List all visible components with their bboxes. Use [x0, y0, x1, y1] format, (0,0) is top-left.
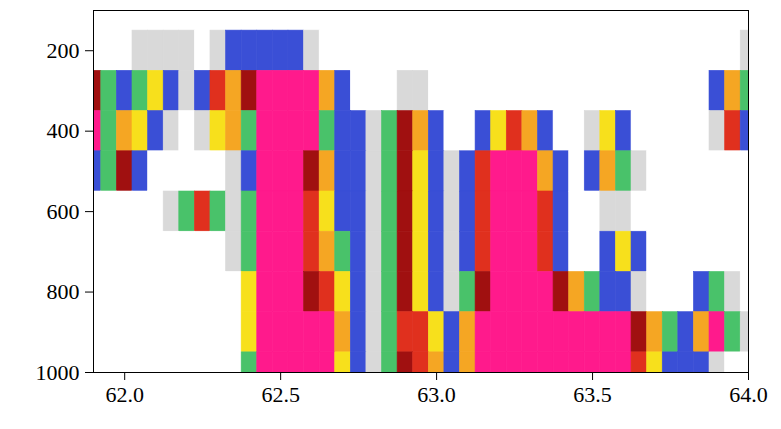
svg-text:63.0: 63.0: [417, 382, 456, 407]
svg-text:63.5: 63.5: [573, 382, 612, 407]
svg-text:600: 600: [47, 199, 80, 224]
svg-text:62.5: 62.5: [261, 382, 300, 407]
svg-text:400: 400: [47, 118, 80, 143]
svg-text:62.0: 62.0: [105, 382, 144, 407]
svg-text:800: 800: [47, 279, 80, 304]
svg-text:64.0: 64.0: [729, 382, 768, 407]
svg-text:200: 200: [47, 38, 80, 63]
svg-text:1000: 1000: [36, 360, 80, 385]
